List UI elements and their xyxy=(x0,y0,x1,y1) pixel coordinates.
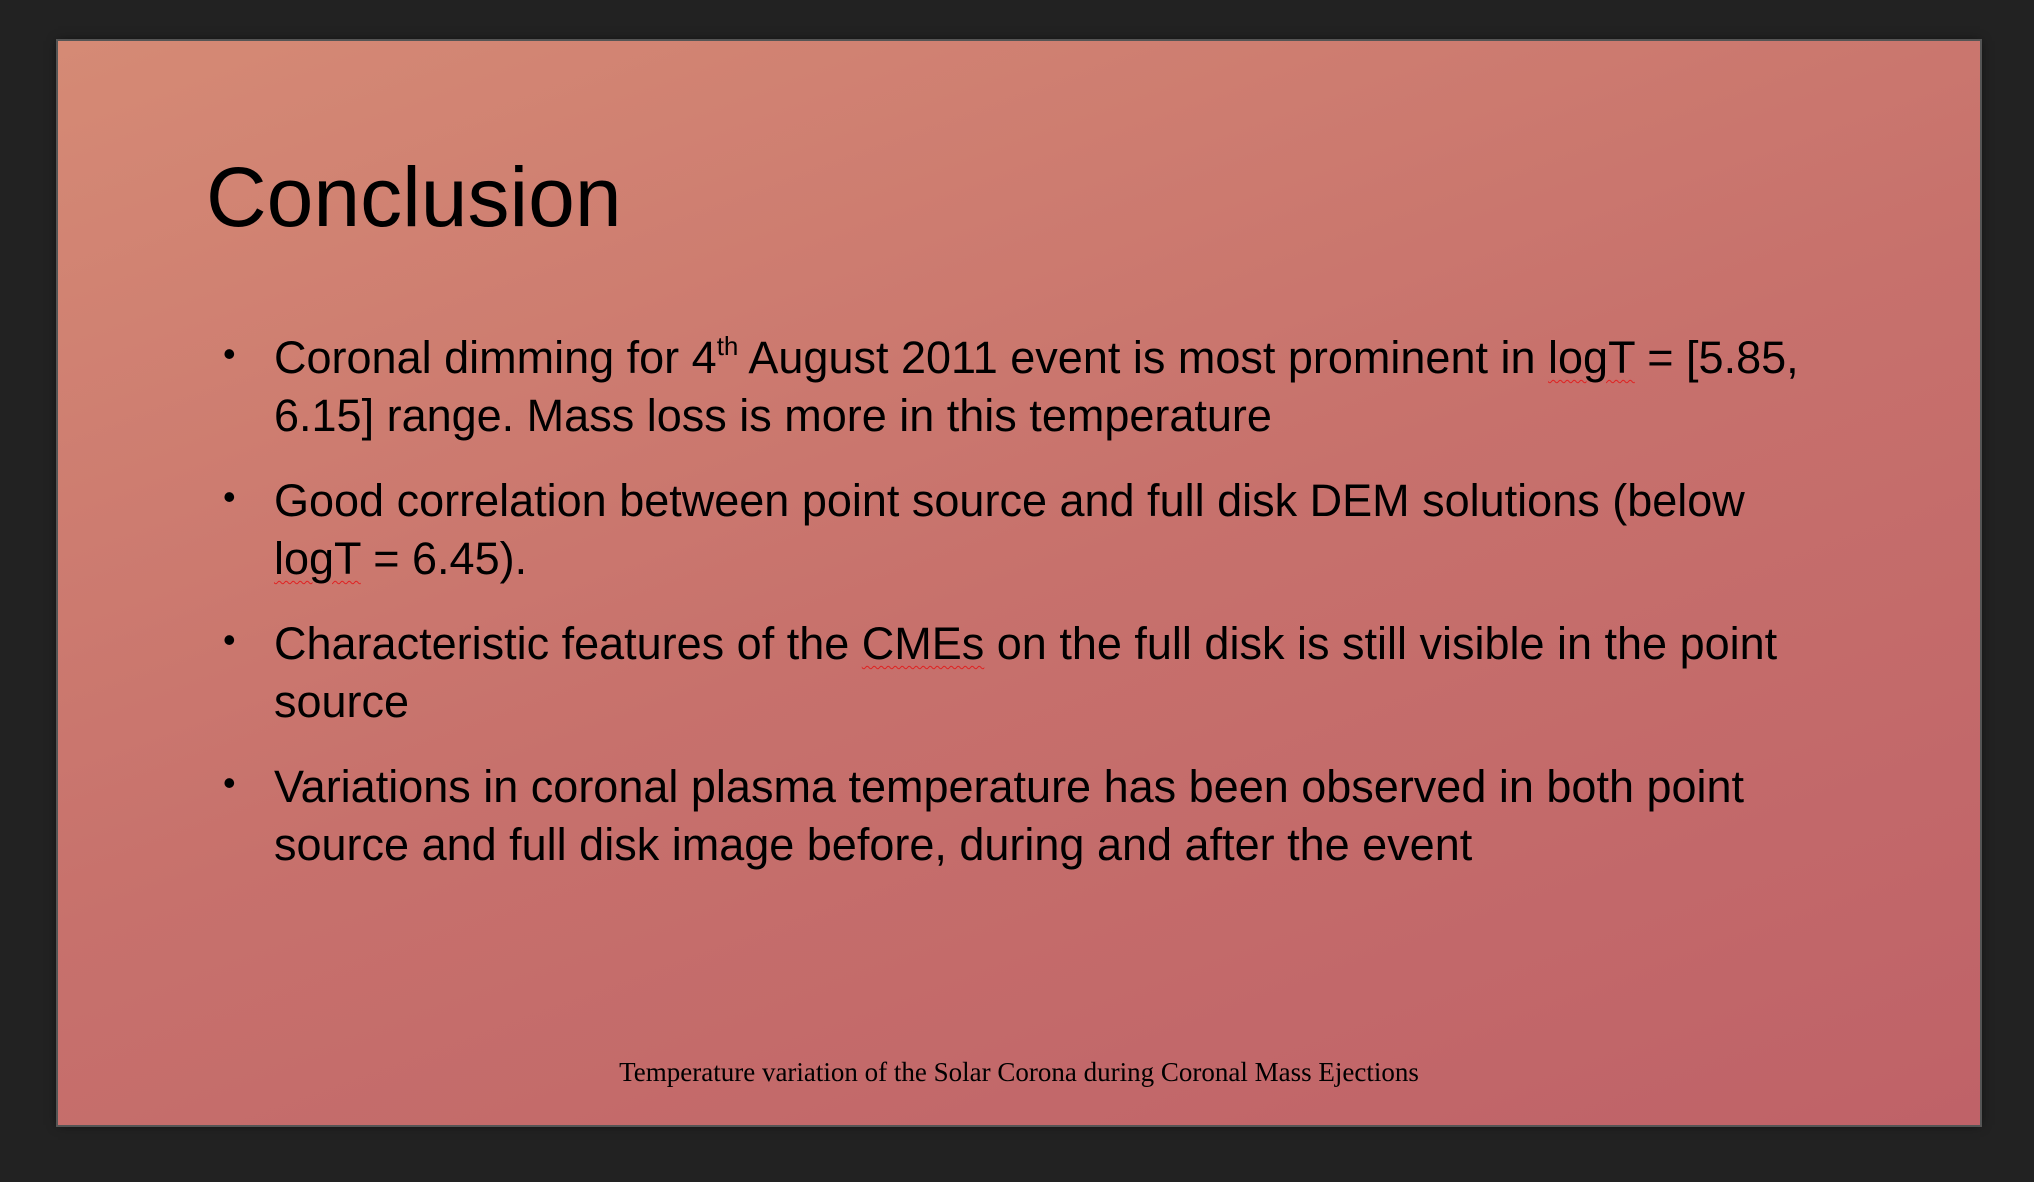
slide[interactable]: Conclusion • Coronal dimming for 4th Aug… xyxy=(58,41,1980,1125)
spellcheck-word-cmes[interactable]: CMEs xyxy=(861,618,985,669)
bullet-item-dimming[interactable]: • Coronal dimming for 4th August 2011 ev… xyxy=(223,329,1843,445)
spellcheck-word-logt[interactable]: logT xyxy=(1548,332,1635,383)
slide-footer[interactable]: Temperature variation of the Solar Coron… xyxy=(619,1057,1419,1087)
bullet-icon: • xyxy=(223,476,236,517)
bullet-text: August 2011 event is most prominent in xyxy=(738,332,1549,383)
bullet-item-variations[interactable]: • Variations in coronal plasma temperatu… xyxy=(223,758,1843,874)
bullet-list[interactable]: • Coronal dimming for 4th August 2011 ev… xyxy=(223,329,1843,901)
bullet-item-cme-features[interactable]: • Characteristic features of the CMEs on… xyxy=(223,615,1843,731)
superscript-th: th xyxy=(716,331,739,361)
bullet-icon: • xyxy=(223,333,236,374)
bullet-text: = 6.45). xyxy=(360,533,528,584)
bullet-text: = [5.85, 6.15] range. Mass loss is more … xyxy=(274,332,1799,441)
slide-title[interactable]: Conclusion xyxy=(206,150,622,244)
bullet-text: Variations in coronal plasma temperature… xyxy=(274,761,1745,870)
bullet-icon: • xyxy=(223,619,236,660)
bullet-item-correlation[interactable]: • Good correlation between point source … xyxy=(223,472,1843,588)
bullet-text: Coronal dimming for 4 xyxy=(274,332,717,383)
spellcheck-word-logt[interactable]: logT xyxy=(274,533,361,584)
bullet-text: Good correlation between point source an… xyxy=(274,475,1745,526)
bullet-icon: • xyxy=(223,762,236,803)
bullet-text: Characteristic features of the xyxy=(274,618,862,669)
bullet-text: on the full disk is still visible in the… xyxy=(274,618,1778,727)
